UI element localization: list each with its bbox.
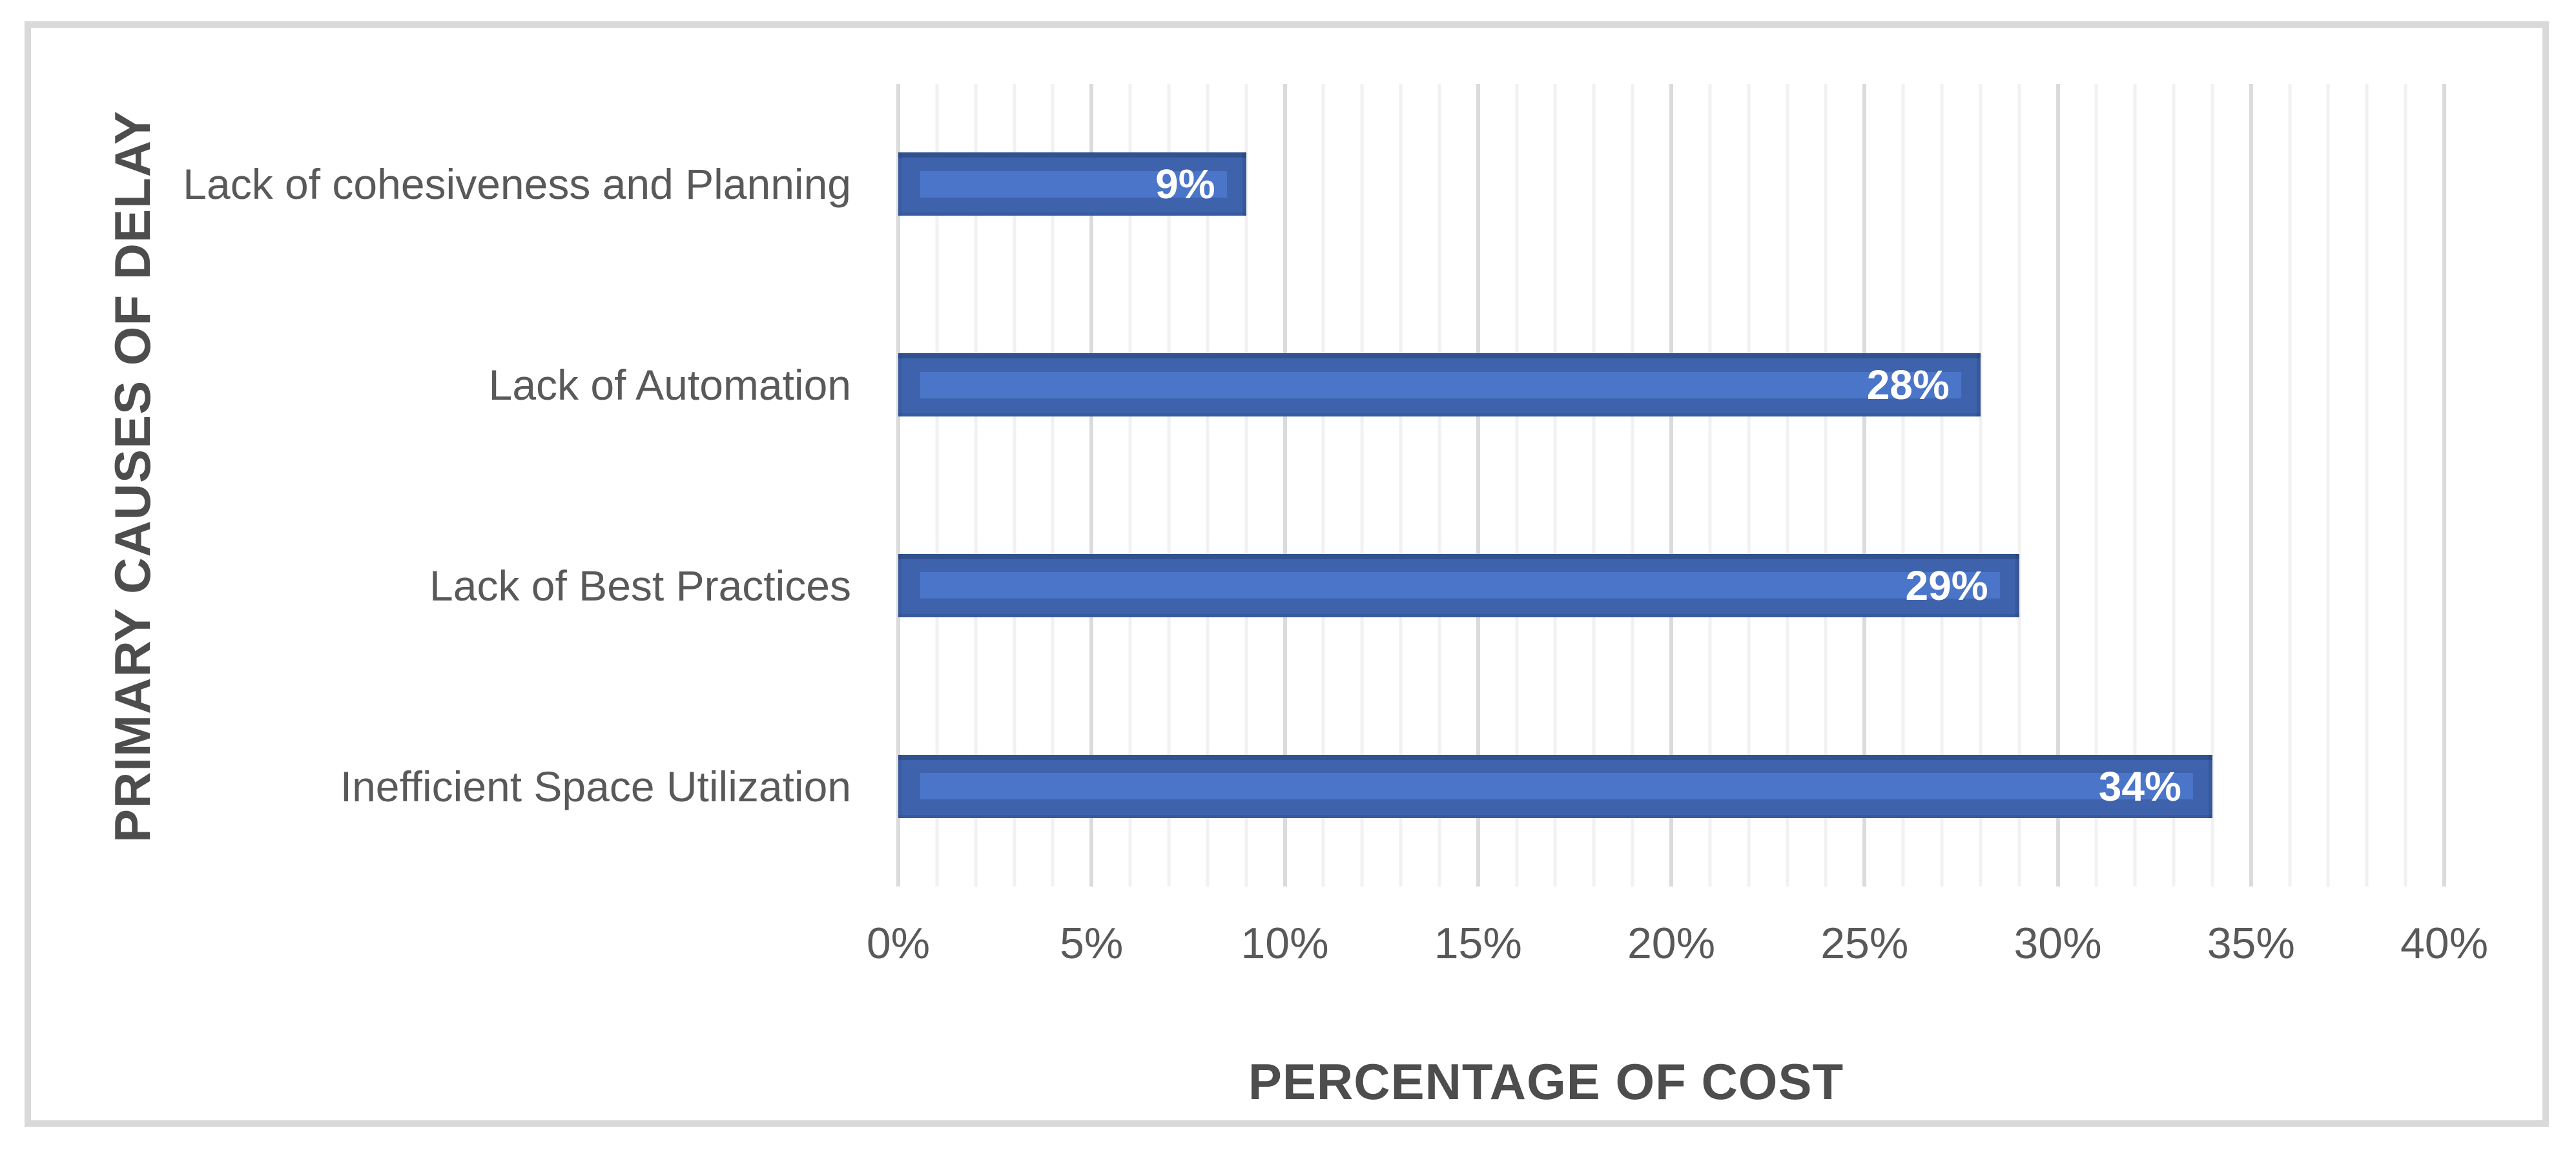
major-gridline	[896, 84, 900, 887]
minor-gridline	[1321, 84, 1325, 887]
x-tick-label: 20%	[1627, 919, 1716, 968]
minor-gridline	[1824, 84, 1828, 887]
minor-gridline	[2404, 84, 2407, 887]
minor-gridline	[2172, 84, 2176, 887]
minor-gridline	[1631, 84, 1634, 887]
x-tick-label: 35%	[2207, 919, 2295, 968]
plot-area: 9% 28% 29% 34%	[896, 84, 2446, 887]
bar: 34%	[898, 754, 2212, 818]
bar-band: 29%	[898, 486, 2444, 686]
minor-gridline	[2365, 84, 2369, 887]
major-gridline	[1669, 84, 1673, 887]
minor-gridline	[1437, 84, 1441, 887]
minor-gridline	[2094, 84, 2098, 887]
major-gridline	[2249, 84, 2253, 887]
minor-gridline	[1515, 84, 1519, 887]
x-tick-label: 40%	[2400, 919, 2489, 968]
minor-gridline	[1360, 84, 1364, 887]
category-label: Lack of cohesiveness and Planning	[183, 160, 851, 209]
x-axis-title: PERCENTAGE OF COST	[1248, 1053, 1844, 1110]
minor-gridline	[1747, 84, 1751, 887]
major-gridline	[2056, 84, 2060, 887]
bar-value-label: 29%	[1905, 562, 1988, 609]
minor-gridline	[1167, 84, 1171, 887]
minor-gridline	[1592, 84, 1596, 887]
bar-band: 34%	[898, 686, 2444, 887]
x-tick-label: 5%	[1060, 919, 1124, 968]
minor-gridline	[974, 84, 978, 887]
x-axis-tick-labels: 0% 5% 10% 15% 20% 25% 30% 35% 40%	[867, 918, 2488, 976]
minor-gridline	[1206, 84, 1210, 887]
minor-gridline	[2288, 84, 2292, 887]
minor-gridline	[1051, 84, 1055, 887]
x-tick-label: 15%	[1434, 919, 1522, 968]
minor-gridline	[2210, 84, 2214, 887]
minor-gridline	[1128, 84, 1132, 887]
bar-value-label: 34%	[2098, 763, 2181, 810]
minor-gridline	[1708, 84, 1712, 887]
minor-gridline	[1244, 84, 1248, 887]
bar: 29%	[898, 553, 2019, 617]
x-tick-label: 10%	[1241, 919, 1329, 968]
minor-gridline	[1979, 84, 1983, 887]
major-gridline	[1862, 84, 1867, 887]
y-axis-category-labels: Lack of cohesiveness and Planning Lack of…	[65, 84, 851, 887]
category-label: Lack of Automation	[488, 361, 851, 409]
major-gridline	[2442, 84, 2446, 887]
bar-inner-highlight	[920, 170, 1227, 198]
minor-gridline	[2133, 84, 2137, 887]
minor-gridline	[935, 84, 939, 887]
minor-gridline	[1901, 84, 1905, 887]
category-label: Inefficient Space Utilization	[340, 762, 851, 810]
x-tick-label: 25%	[1820, 919, 1909, 968]
major-gridline	[1476, 84, 1480, 887]
bar-band: 9%	[898, 84, 2444, 285]
bar-value-label: 28%	[1866, 362, 1950, 409]
minor-gridline	[1553, 84, 1557, 887]
x-tick-label: 30%	[2014, 919, 2102, 968]
bar-inner-highlight	[920, 572, 2000, 599]
major-gridline	[1089, 84, 1094, 887]
minor-gridline	[1786, 84, 1789, 887]
bar-inner-highlight	[920, 371, 1961, 398]
minor-gridline	[1399, 84, 1403, 887]
bar: 28%	[898, 353, 1981, 417]
minor-gridline	[2326, 84, 2330, 887]
x-tick-label: 0%	[866, 919, 931, 968]
bar: 9%	[898, 152, 1246, 216]
category-label: Lack of Best Practices	[429, 561, 851, 610]
minor-gridline	[1940, 84, 1944, 887]
minor-gridline	[2017, 84, 2021, 887]
bar-inner-highlight	[920, 773, 2193, 800]
minor-gridline	[1013, 84, 1016, 887]
major-gridline	[1283, 84, 1287, 887]
bar-value-label: 9%	[1155, 161, 1215, 208]
bar-band: 28%	[898, 285, 2444, 486]
